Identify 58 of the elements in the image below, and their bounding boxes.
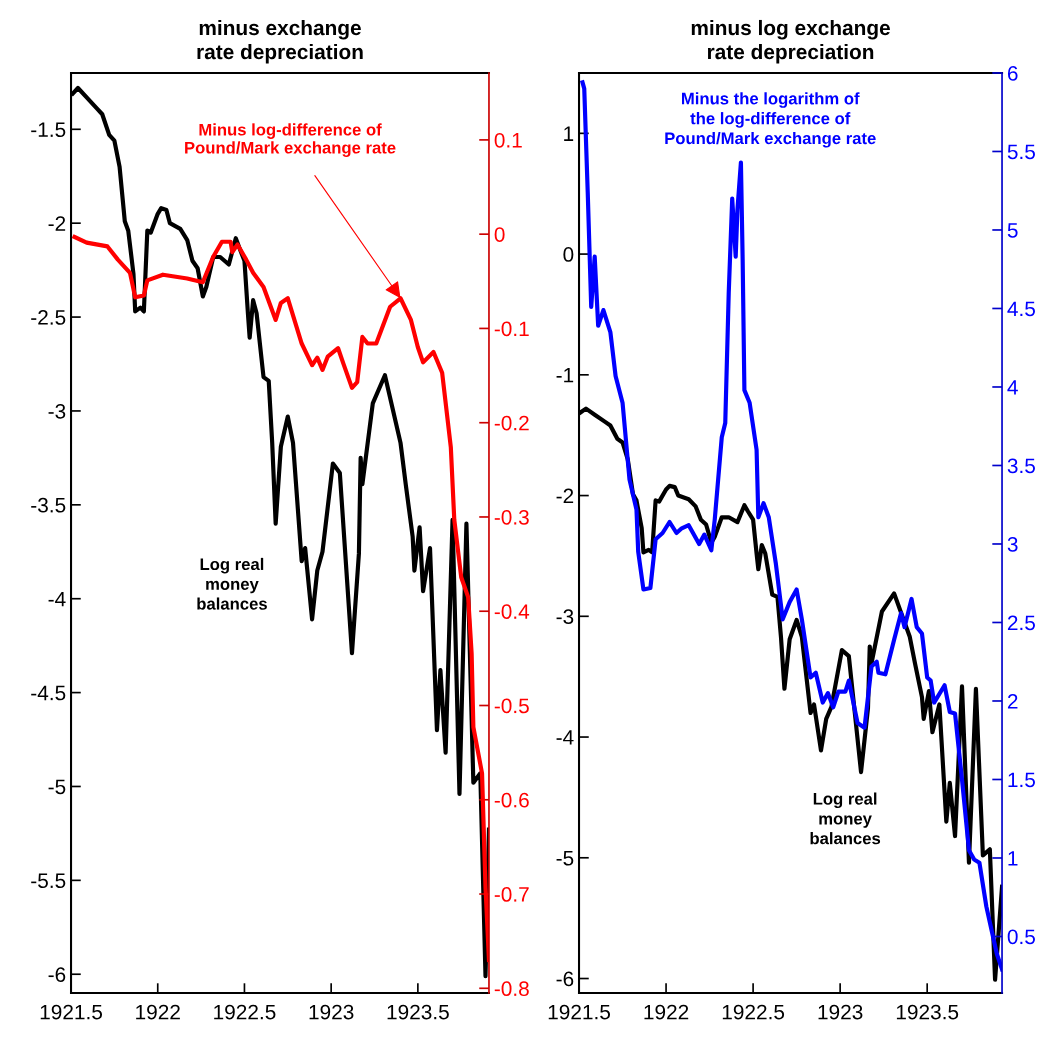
y2-tick-label: -0.8: [494, 981, 529, 997]
y2-tick-label: 0.5: [1007, 929, 1035, 945]
y-tick-label: -5: [48, 779, 66, 795]
y-tick-label: -3: [48, 403, 66, 419]
y2-tick-label: -0.1: [494, 321, 529, 337]
x-tick-label: 1921.5: [548, 1004, 611, 1020]
y2-tick-label: 5: [1007, 223, 1018, 238]
y-tick-label: 1: [564, 126, 574, 141]
y-tick-label: -6: [48, 967, 66, 982]
chart-title: minus exchange rate depreciation: [197, 19, 363, 64]
y2-tick-label: 3.5: [1007, 458, 1035, 474]
x-tick-label: 1922: [644, 1004, 689, 1020]
y2-tick-label: 1: [1008, 851, 1018, 866]
y2-tick-label: 6: [1007, 65, 1018, 81]
y2-tick-label: 2.5: [1007, 615, 1035, 631]
y-tick-label: -1: [556, 368, 574, 383]
y2-tick-label: -0.5: [494, 698, 529, 714]
x-tick-label: 1921.5: [40, 1004, 103, 1020]
y-tick-label: -3.5: [31, 497, 66, 513]
y-tick-label: -4.5: [31, 685, 66, 701]
y-tick-label: -4: [48, 591, 66, 607]
chart-title: minus log exchange rate depreciation: [691, 19, 890, 64]
text: Minus the logarithm of the log-difference of Pound/Mark exchange rate: [665, 92, 876, 148]
y-tick-label: -3: [556, 609, 574, 625]
y-tick-label: -5: [556, 851, 574, 866]
y2-tick-label: 5.5: [1007, 144, 1035, 160]
y-tick-label: -4: [556, 730, 574, 745]
x-tick-label: 1923: [309, 1004, 354, 1020]
y2-tick-label: 1.5: [1008, 772, 1035, 788]
y-tick-label: -2.5: [31, 310, 66, 325]
y2-tick-label: 0: [494, 227, 505, 242]
text: Log real money balances: [197, 557, 267, 610]
y2-tick-label: -0.6: [494, 792, 529, 808]
y2-tick-label: 4.5: [1007, 301, 1035, 317]
y2-tick-label: -0.7: [494, 887, 529, 902]
y-tick-label: -2: [48, 216, 66, 231]
y-tick-label: -1.5: [31, 122, 66, 138]
line-series: [72, 234, 489, 963]
y-tick-label: -5.5: [31, 873, 66, 889]
text: Minus log-difference of Pound/Mark exchange rate: [185, 123, 396, 157]
x-tick-label: 1922: [136, 1004, 180, 1020]
y2-tick-label: 0.1: [494, 132, 522, 148]
y2-tick-label: -0.3: [494, 509, 529, 525]
y2-tick-label: -0.4: [494, 604, 530, 619]
x-tick-label: 1923: [818, 1004, 863, 1020]
y2-tick-label: 2: [1007, 693, 1018, 709]
line-series: [580, 80, 1003, 972]
y2-tick-label: 3: [1007, 536, 1018, 552]
series-label: Log real money balances: [810, 792, 881, 845]
x-tick-label: 1922.5: [214, 1004, 276, 1020]
y2-tick-label: -0.2: [494, 415, 529, 431]
y-tick-label: -2: [556, 488, 574, 504]
x-tick-label: 1923.5: [896, 1004, 959, 1020]
y2-tick-label: 4: [1007, 380, 1018, 395]
x-tick-label: 1922.5: [722, 1004, 785, 1020]
y-tick-label: -6: [556, 971, 574, 987]
y-tick-label: 0: [563, 247, 574, 262]
x-tick-label: 1923.5: [387, 1004, 449, 1020]
